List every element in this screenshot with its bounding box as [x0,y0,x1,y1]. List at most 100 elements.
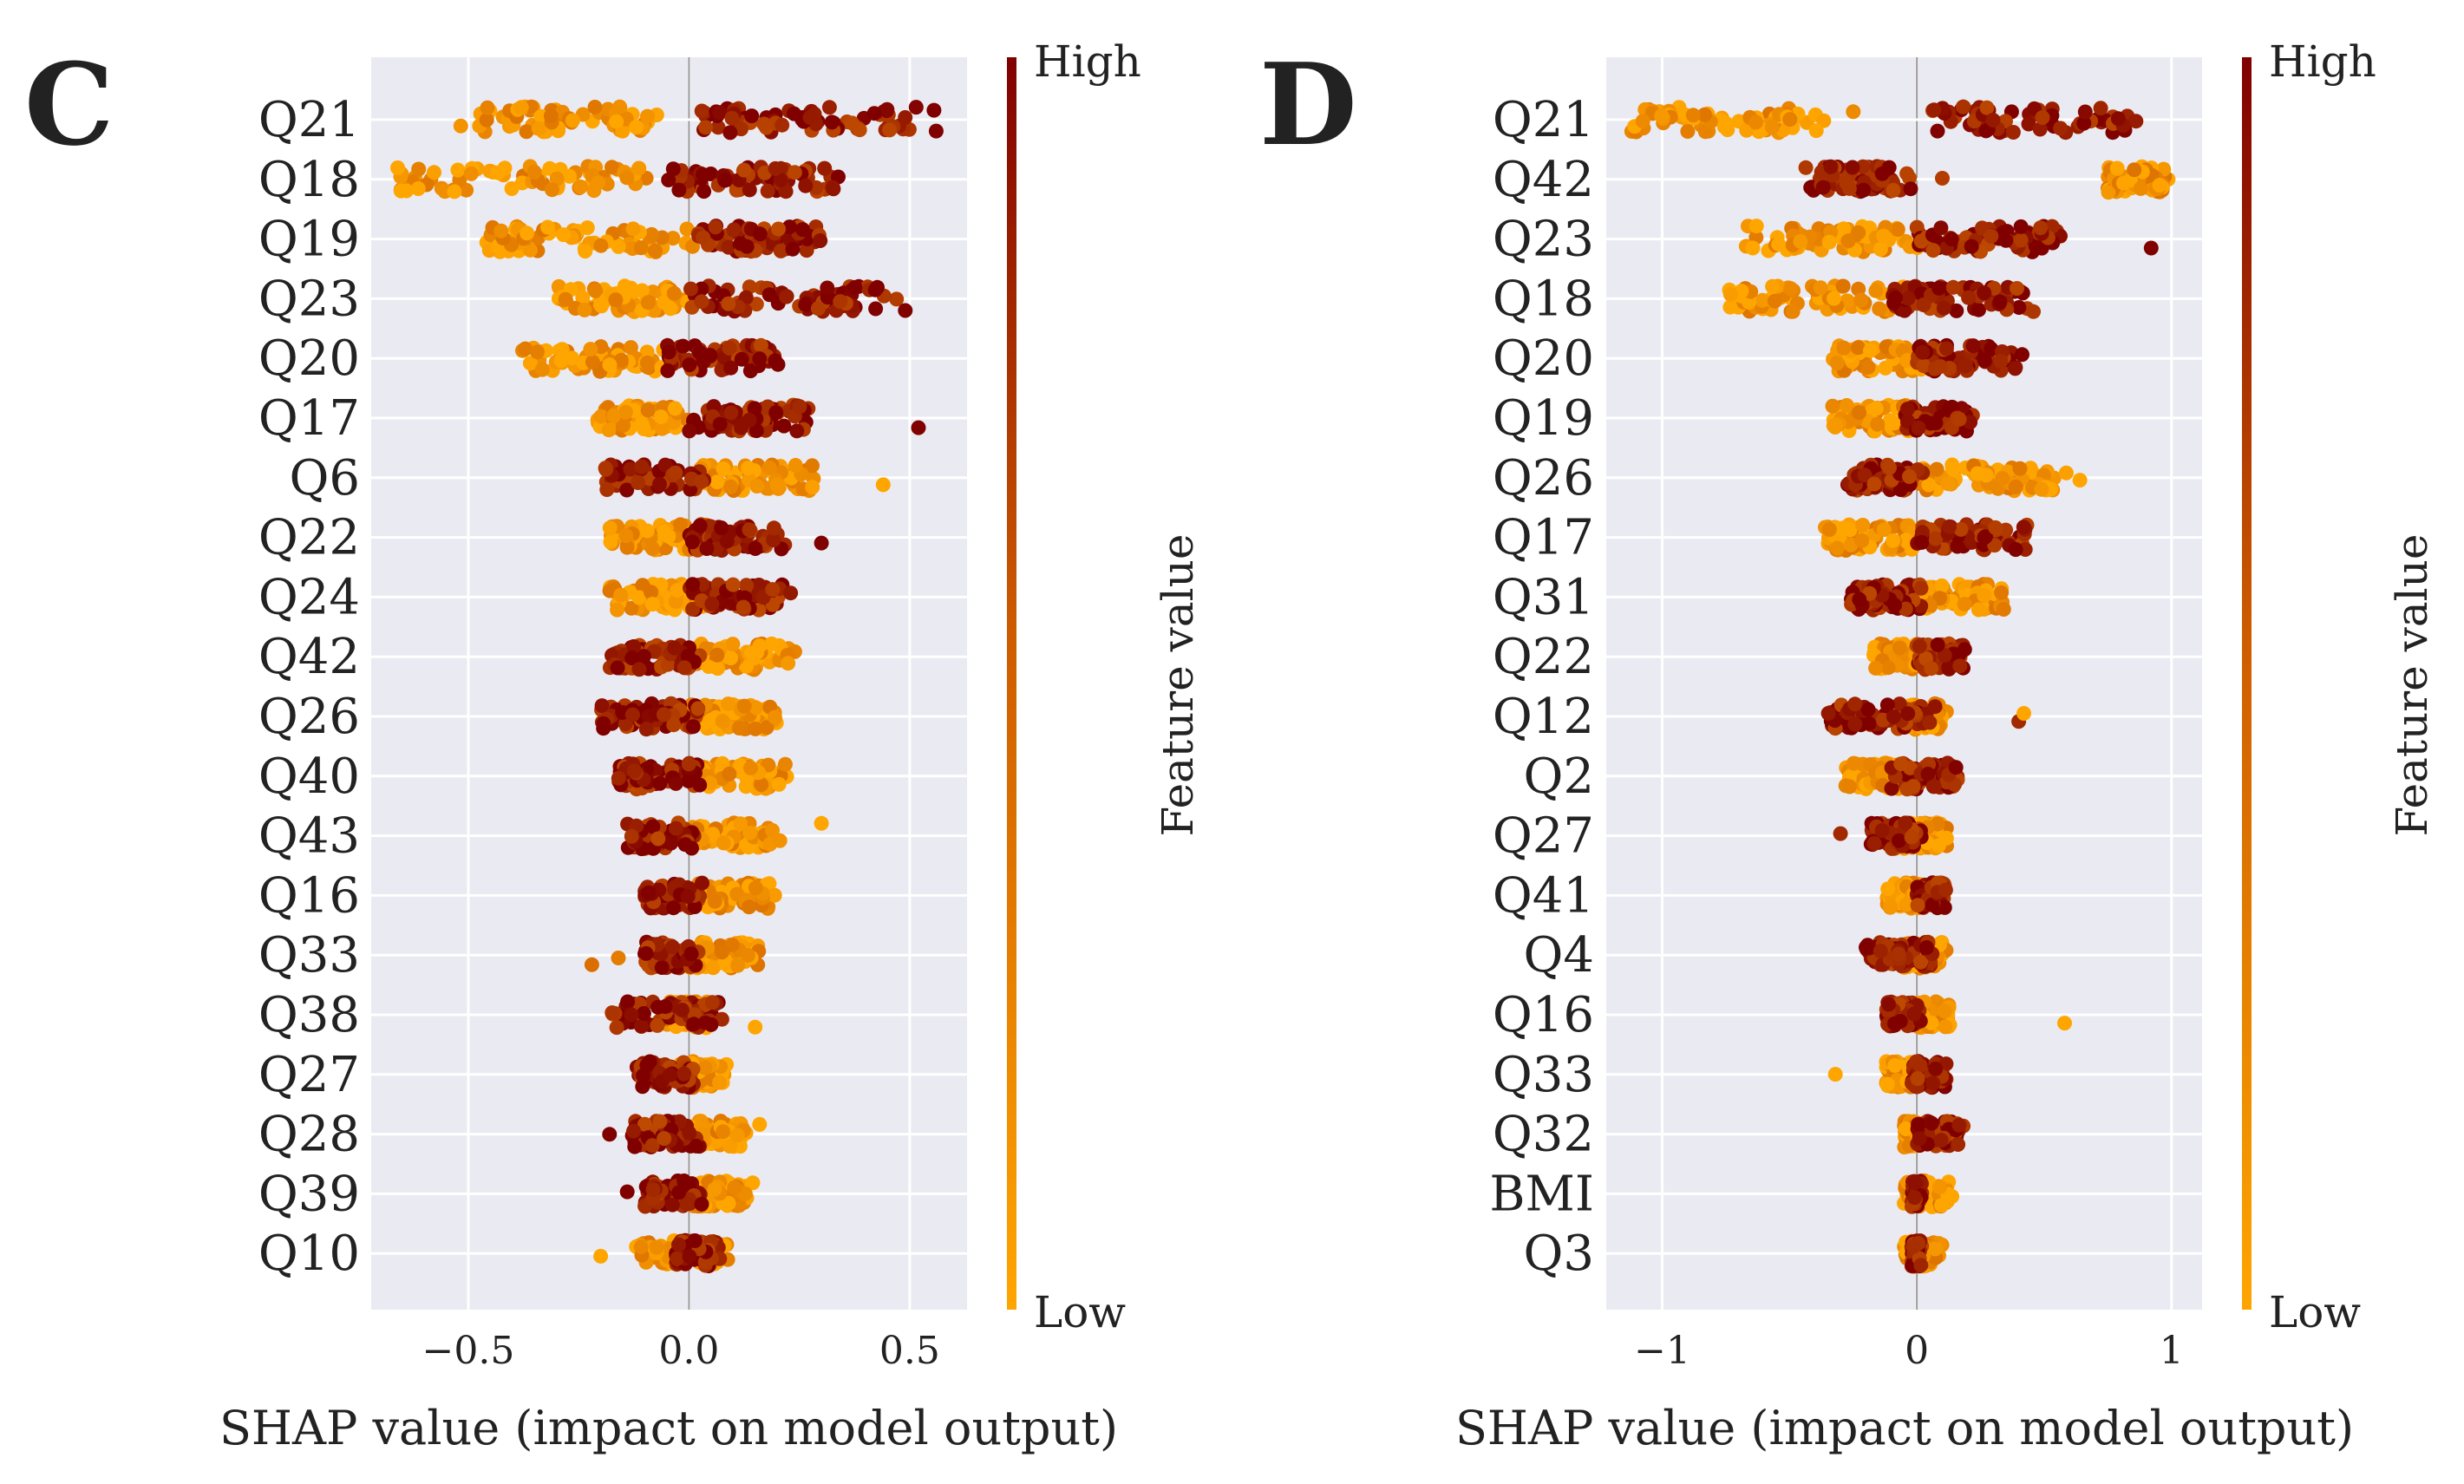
shap-point [1880,881,1896,897]
shap-point [1847,716,1863,732]
shap-point [666,285,682,301]
shap-point [1929,461,1944,477]
shap-point [1938,882,1953,898]
shap-point [513,100,529,115]
feature-label: Q23 [258,271,360,327]
shap-point [633,1239,649,1255]
shap-point [1793,233,1808,249]
shap-point [676,1066,692,1082]
shap-point [742,412,757,428]
shap-point [695,875,709,891]
shap-point [639,523,655,539]
shap-point [636,649,651,664]
shap-point [609,1020,624,1036]
shap-point [644,597,660,612]
shap-point [1892,833,1906,848]
shap-point [1850,340,1866,356]
shap-point [657,999,673,1014]
shap-point [1823,159,1839,174]
shap-point [723,360,739,376]
shap-point [634,416,650,432]
shap-point [1820,706,1836,721]
shap-point [2008,542,2023,558]
shap-point [766,533,781,548]
shap-point [2072,473,2088,488]
shap-point [671,1237,686,1252]
shap-point [2010,281,2024,296]
shap-point [634,1018,649,1034]
shap-point [694,294,709,310]
shap-point [1936,300,1951,316]
shap-point [594,298,610,314]
shap-point [689,1138,704,1154]
shap-point [748,1019,763,1035]
shap-point [703,348,718,363]
feature-label: Q38 [258,987,360,1043]
shap-point [1926,102,1942,118]
shap-point [1952,658,1968,674]
shap-point [682,1126,697,1141]
shap-point [699,541,715,556]
shap-point [787,106,801,121]
shap-point [774,117,790,133]
shap-point [1932,359,1948,375]
shap-point [1977,352,1992,368]
shap-point [771,776,787,792]
shap-point [817,160,833,176]
shap-point [727,1180,742,1195]
shap-point [616,417,631,433]
shap-point [735,599,751,615]
shap-point [1830,540,1845,556]
shap-point [584,957,599,972]
shap-point [2127,162,2142,178]
shap-point [1771,237,1787,252]
shap-point [722,125,738,141]
shap-point [1856,182,1872,198]
shap-point [1930,637,1945,652]
shap-point [1851,225,1866,240]
shap-point [1944,232,1959,247]
shap-point [588,284,604,299]
shap-point [620,994,636,1010]
shap-point [821,100,837,115]
shap-point [898,110,913,125]
shap-point [725,637,741,652]
shap-point [771,221,786,237]
shap-point [661,173,676,187]
shap-point [744,645,759,661]
shap-point [781,219,797,235]
shap-point [610,602,625,618]
shap-point [1900,706,1916,722]
panel-d: D Q21Q42Q23Q18Q20Q19Q26Q17Q31Q22Q12Q2Q27… [1259,36,2437,1455]
shap-point [744,108,760,124]
shap-point [626,1123,641,1139]
shap-point [593,238,609,253]
shap-point [1842,779,1858,794]
shap-point [664,939,680,955]
shap-point [1764,120,1780,134]
shap-point [625,221,641,237]
shap-point [1935,171,1950,186]
shap-point [721,239,736,255]
shap-point [556,227,572,243]
shap-point [715,714,730,729]
shap-point [792,399,807,415]
shap-point [2013,219,2029,234]
shap-point [668,820,683,836]
shap-point [2016,520,2031,535]
feature-label: Q6 [289,450,360,507]
shap-point [1903,181,1918,197]
shap-point [652,775,668,791]
shap-point [463,166,479,181]
shap-point [1955,99,1971,114]
shap-point [705,960,721,976]
shap-point [613,352,629,368]
shap-point [719,533,735,549]
shap-point [628,120,644,135]
shap-point [657,524,672,539]
shap-point [721,296,736,311]
shap-point [612,99,628,114]
shap-point [520,226,535,241]
shap-point [687,899,703,914]
shap-point [1985,113,2001,127]
